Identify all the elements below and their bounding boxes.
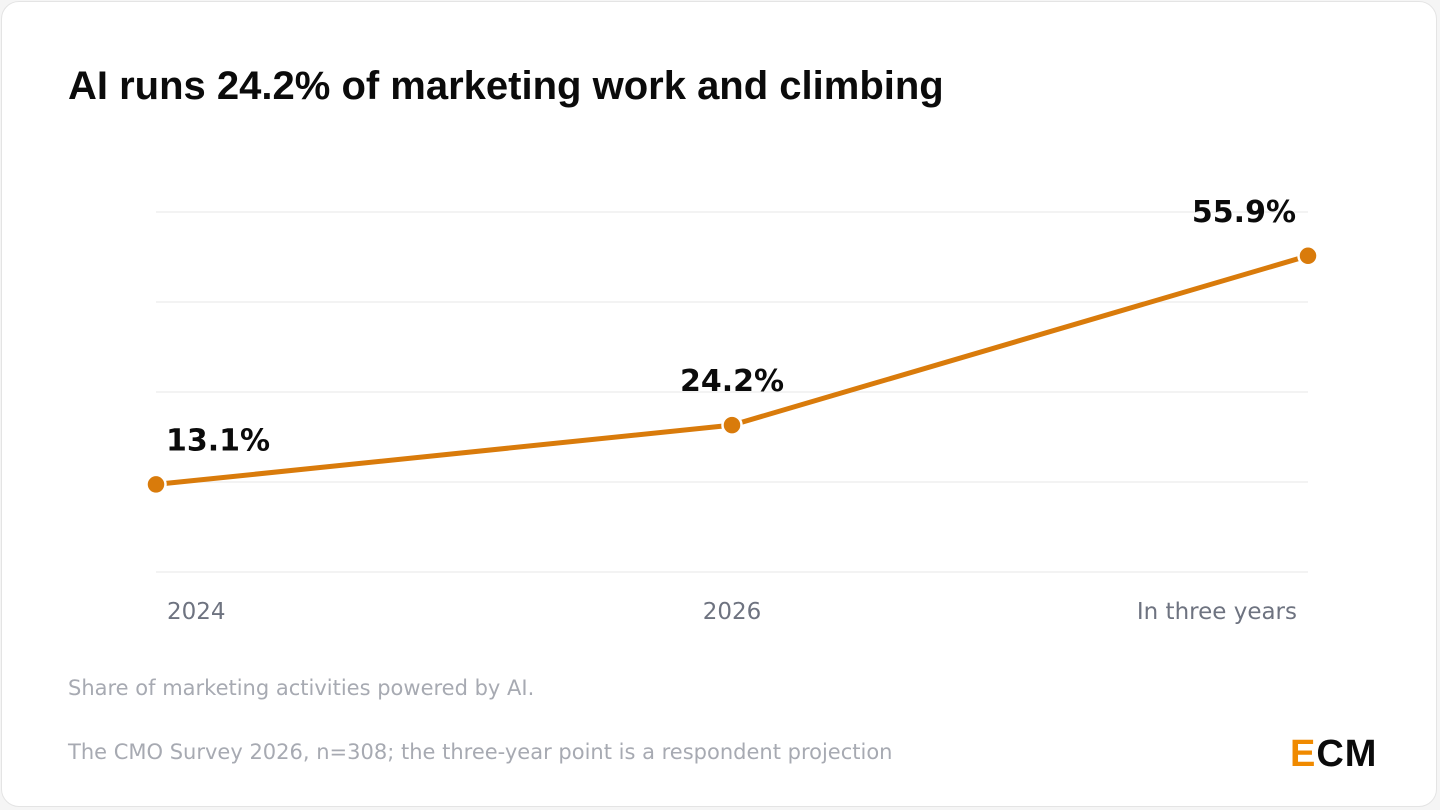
data-label: 13.1% bbox=[166, 423, 270, 458]
logo-accent-letter: E bbox=[1290, 733, 1317, 775]
x-tick-label: In three years bbox=[1137, 599, 1297, 625]
logo-rest-letters: CM bbox=[1316, 733, 1378, 775]
chart-subtitle: Share of marketing activities powered by… bbox=[68, 676, 535, 700]
data-point bbox=[145, 473, 167, 496]
x-axis-ticks: 2024 2026 In three years bbox=[167, 599, 1297, 625]
ecm-logo: ECM bbox=[1290, 732, 1377, 776]
data-label: 55.9% bbox=[1192, 195, 1296, 230]
chart-title: AI runs 24.2% of marketing work and clim… bbox=[68, 64, 944, 108]
data-label: 24.2% bbox=[680, 364, 784, 399]
data-point bbox=[721, 414, 743, 436]
gridlines bbox=[156, 211, 1308, 573]
x-tick-label: 2026 bbox=[703, 599, 762, 625]
chart-source-note: The CMO Survey 2026, n=308; the three-ye… bbox=[68, 740, 893, 764]
data-point bbox=[1297, 245, 1319, 267]
data-labels: 13.1% 24.2% 55.9% bbox=[166, 195, 1296, 459]
x-tick-label: 2024 bbox=[167, 599, 226, 625]
data-points bbox=[145, 245, 1319, 496]
